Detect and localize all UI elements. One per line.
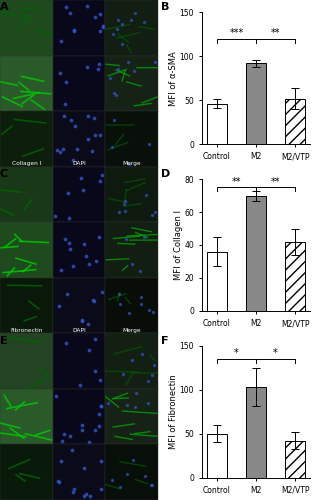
- Point: [128, 293, 133, 301]
- Bar: [246, 387, 266, 478]
- Bar: [207, 434, 227, 478]
- Bar: [285, 98, 305, 144]
- Title: Merge: Merge: [122, 162, 141, 166]
- Point: [299, 26, 304, 34]
- Point: [250, 98, 255, 106]
- Point: [266, 394, 271, 402]
- Point: [263, 140, 268, 148]
- Point: [258, 32, 264, 40]
- Title: Merge: Merge: [122, 328, 141, 333]
- Text: B: B: [161, 2, 170, 12]
- Text: A: A: [0, 2, 9, 12]
- Point: [143, 4, 148, 12]
- Point: [138, 303, 143, 311]
- Point: [274, 368, 279, 376]
- Text: **: **: [271, 28, 280, 38]
- Point: [262, 353, 267, 361]
- Point: [157, 384, 162, 392]
- Point: [231, 340, 236, 348]
- Point: [287, 223, 292, 231]
- Text: ***: ***: [229, 28, 244, 38]
- Text: *: *: [234, 348, 239, 358]
- Bar: [246, 196, 266, 311]
- Title: DAPI: DAPI: [72, 328, 86, 333]
- Point: [307, 0, 312, 4]
- Text: **: **: [232, 176, 241, 186]
- Y-axis label: MFI of α-SMA: MFI of α-SMA: [169, 51, 178, 106]
- Point: [152, 112, 157, 120]
- Text: F: F: [161, 336, 169, 346]
- Point: [189, 282, 194, 290]
- Point: [101, 131, 106, 139]
- Point: [225, 154, 230, 162]
- Y-axis label: MFI of Fibronectin: MFI of Fibronectin: [169, 374, 178, 449]
- Point: [254, 16, 259, 24]
- Bar: [246, 64, 266, 144]
- Bar: [285, 440, 305, 478]
- Point: [175, 322, 180, 330]
- Point: [262, 71, 267, 79]
- Text: D: D: [161, 169, 170, 179]
- Text: **: **: [271, 176, 280, 186]
- Point: [133, 56, 138, 64]
- Point: [154, 33, 159, 41]
- Bar: [285, 242, 305, 311]
- Text: C: C: [0, 169, 8, 179]
- Title: DAPI: DAPI: [72, 162, 86, 166]
- Text: E: E: [0, 336, 8, 346]
- Title: Fibronectin: Fibronectin: [10, 328, 43, 333]
- Text: *: *: [273, 348, 278, 358]
- Y-axis label: MFI of Collagen I: MFI of Collagen I: [174, 210, 183, 280]
- Point: [307, 90, 312, 98]
- Point: [184, 12, 189, 20]
- Bar: [207, 252, 227, 311]
- Point: [152, 174, 157, 182]
- Bar: [207, 104, 227, 144]
- Title: Collagen I: Collagen I: [12, 162, 41, 166]
